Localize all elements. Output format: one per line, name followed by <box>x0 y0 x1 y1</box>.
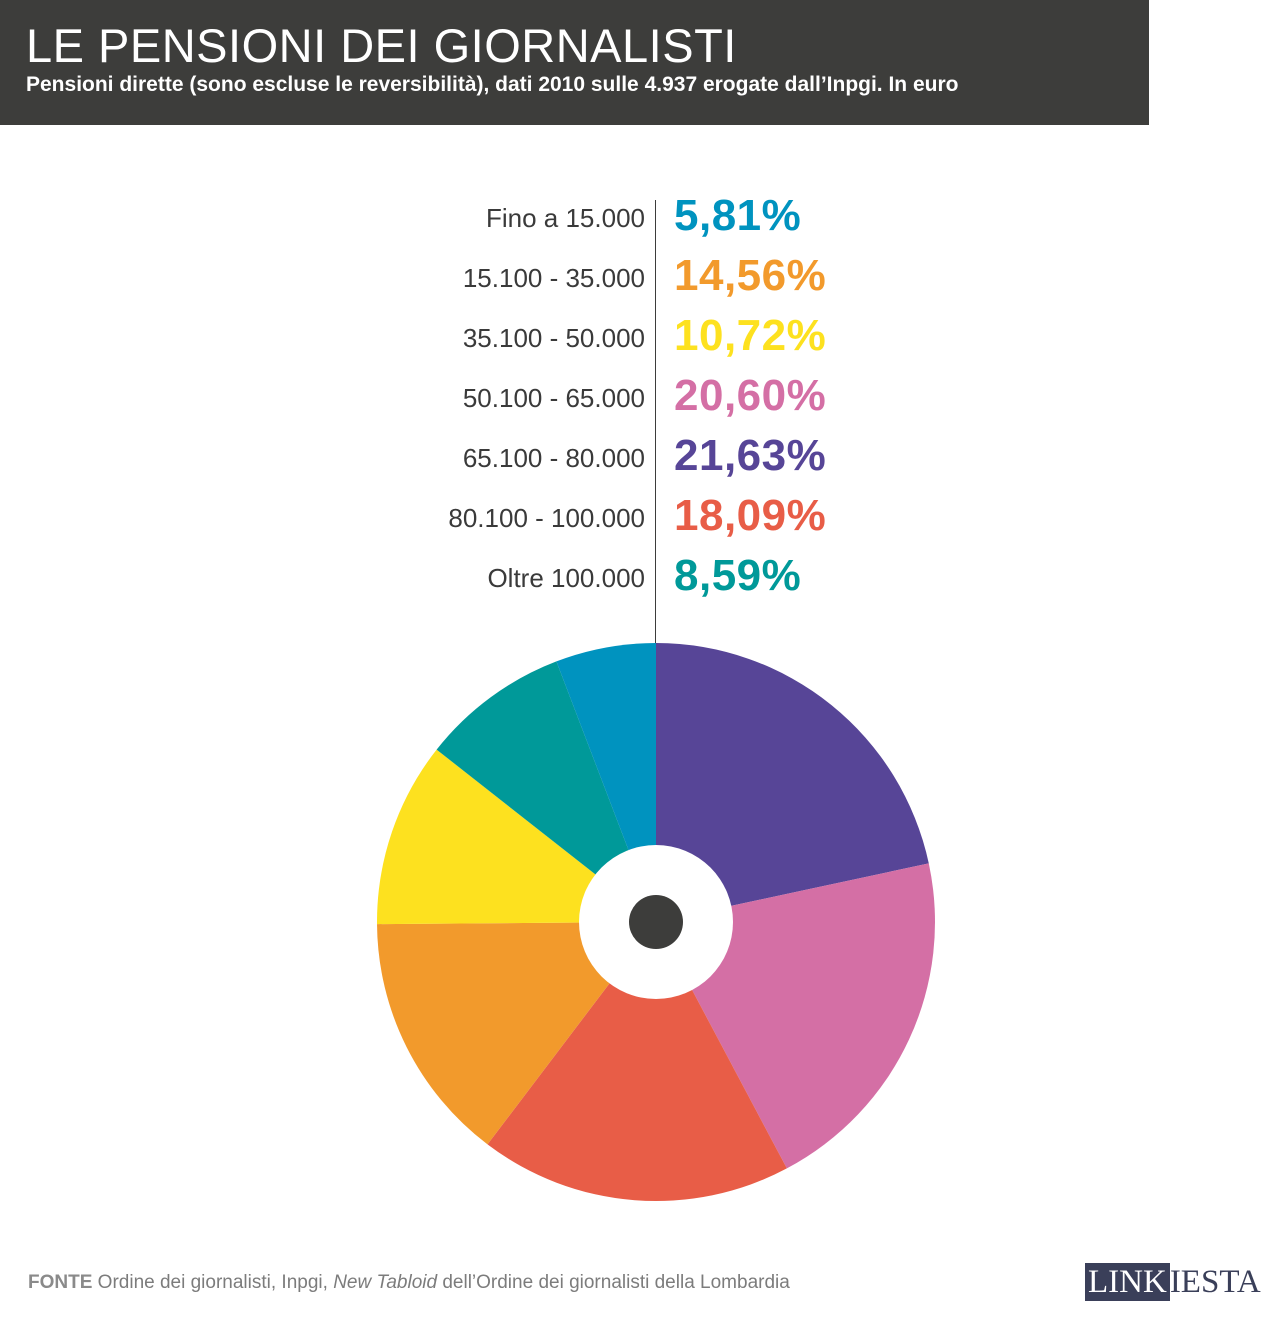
legend-value: 5,81% <box>674 191 802 240</box>
source-text-end: dell’Ordine dei giornalisti della Lombar… <box>437 1272 790 1293</box>
chart-title: LE PENSIONI DEI GIORNALISTI <box>26 19 737 72</box>
pie-slice <box>377 749 656 925</box>
legend-label: 80.100 - 100.000 <box>448 503 645 533</box>
legend-value: 8,59% <box>674 551 802 600</box>
source-text: Ordine dei giornalisti, Inpgi, <box>92 1272 334 1293</box>
pie-slice <box>436 661 656 922</box>
pie-slice <box>487 922 787 1202</box>
pie-slice <box>656 643 929 922</box>
legend-label: 50.100 - 65.000 <box>462 383 645 413</box>
legend-label: 65.100 - 80.000 <box>462 443 645 473</box>
logo-part-link: LINK <box>1085 1263 1170 1301</box>
legend-value: 10,72% <box>674 311 827 360</box>
source-note: FONTE Ordine dei giornalisti, Inpgi, New… <box>28 1272 790 1294</box>
source-label: FONTE <box>28 1272 93 1293</box>
legend-value: 14,56% <box>674 251 827 300</box>
linkiesta-logo: LINKIESTA <box>1085 1263 1261 1301</box>
legend-value: 21,63% <box>674 431 827 480</box>
header-banner: LE PENSIONI DEI GIORNALISTI Pensioni dir… <box>0 0 1149 125</box>
legend-value: 18,09% <box>674 491 827 540</box>
pointer-line <box>655 200 656 895</box>
logo-part-iesta: IESTA <box>1169 1264 1261 1300</box>
center-dot <box>629 895 683 949</box>
legend-label: 15.100 - 35.000 <box>462 263 645 293</box>
legend-label: Oltre 100.000 <box>487 563 645 593</box>
legend: Fino a 15.000 5,81% 15.100 - 35.000 14,56% 3… <box>0 0 1282 640</box>
chart-subtitle: Pensioni dirette (sono escluse le revers… <box>26 73 959 96</box>
legend-value: 20,60% <box>674 371 827 420</box>
source-publication: New Tabloid <box>333 1272 438 1293</box>
pie-slice <box>377 922 656 1145</box>
legend-label: 35.100 - 50.000 <box>462 323 645 353</box>
legend-label: Fino a 15.000 <box>485 203 645 233</box>
